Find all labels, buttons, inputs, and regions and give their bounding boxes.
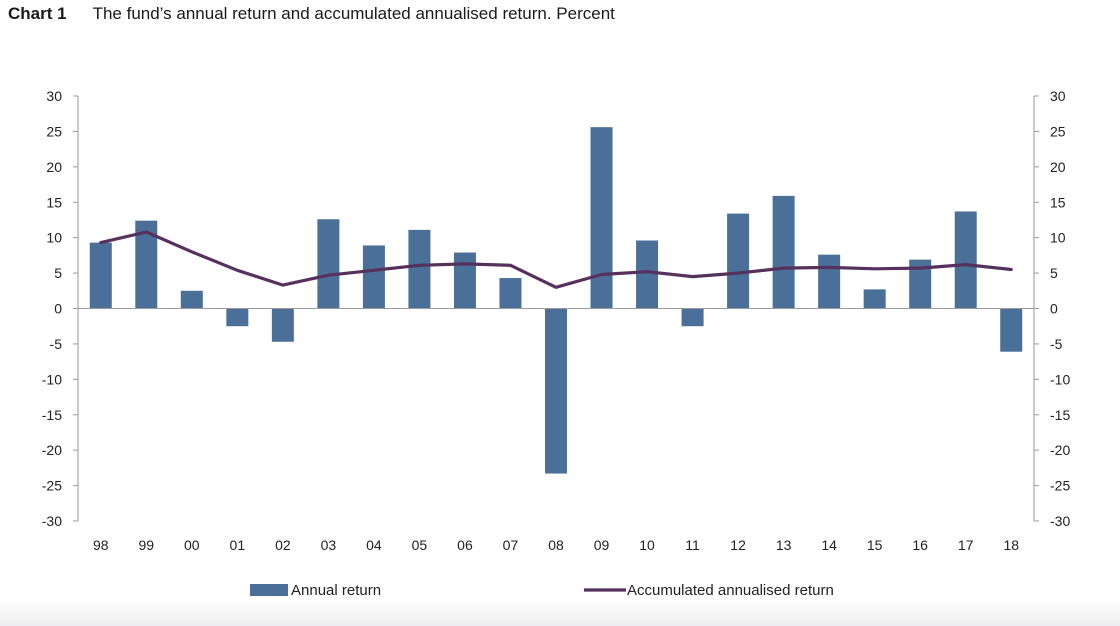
x-tick-label: 12: [730, 537, 746, 553]
x-tick-label: 05: [412, 537, 428, 553]
bar-annual-return: [772, 195, 795, 309]
bar-annual-return: [545, 308, 567, 474]
chart-title: The fund’s annual return and accumulated…: [92, 4, 615, 23]
bar-annual-return: [909, 259, 932, 309]
chart-number: Chart 1: [8, 4, 67, 23]
x-tick-label: 10: [639, 537, 655, 553]
y-tick-label-right: 0: [1050, 301, 1058, 317]
chart-header: Chart 1 The fund’s annual return and accu…: [8, 4, 615, 24]
y-tick-label-right: -15: [1050, 407, 1070, 423]
y-tick-label-left: -30: [42, 513, 62, 529]
y-tick-label-left: -10: [42, 371, 62, 387]
x-tick-label: 99: [138, 537, 154, 553]
bar-annual-return: [1000, 308, 1023, 352]
bar-annual-return: [954, 211, 977, 309]
y-tick-label-right: 10: [1050, 230, 1066, 246]
x-tick-label: 00: [184, 537, 200, 553]
y-tick-label-right: 30: [1050, 88, 1066, 104]
y-tick-label-left: 20: [46, 159, 62, 175]
x-tick-label: 16: [912, 537, 928, 553]
bar-annual-return: [180, 290, 203, 309]
bar-annual-return: [636, 240, 659, 309]
bar-annual-return: [226, 308, 249, 327]
x-tick-label: 08: [548, 537, 564, 553]
x-tick-label: 17: [958, 537, 974, 553]
bar-annual-return: [499, 278, 522, 309]
bar-annual-return: [317, 219, 340, 309]
bar-annual-return: [863, 289, 886, 309]
bar-annual-return: [727, 213, 750, 309]
x-tick-label: 04: [366, 537, 382, 553]
x-tick-label: 18: [1003, 537, 1019, 553]
line-series: [99, 230, 1013, 289]
bar-annual-return: [590, 127, 613, 309]
y-tick-label-right: -30: [1050, 513, 1070, 529]
y-tick-label-right: -5: [1050, 336, 1063, 352]
bar-annual-return: [408, 229, 431, 309]
y-tick-label-left: 0: [54, 301, 62, 317]
x-tick-label: 01: [230, 537, 246, 553]
bar-annual-return: [453, 252, 476, 309]
y-tick-label-left: 25: [46, 123, 62, 139]
bar-annual-return: [681, 308, 704, 327]
x-tick-label: 03: [321, 537, 337, 553]
bar-annual-return: [362, 245, 385, 309]
legend-label-accumulated-return: Accumulated annualised return: [627, 582, 834, 599]
y-tick-label-right: 5: [1050, 265, 1058, 281]
y-tick-label-right: 20: [1050, 159, 1066, 175]
bar-annual-return: [135, 220, 158, 309]
bottom-shadow: [0, 600, 1120, 626]
y-tick-label-left: 5: [54, 265, 62, 281]
legend-label-annual-return: Annual return: [291, 582, 381, 599]
x-tick-label: 09: [594, 537, 610, 553]
y-tick-label-left: -25: [42, 478, 62, 494]
y-tick-label-left: -5: [50, 336, 63, 352]
y-tick-label-left: -20: [42, 442, 62, 458]
legend: Annual return Accumulated annualised retu…: [250, 582, 834, 599]
y-tick-label-right: -20: [1050, 442, 1070, 458]
y-tick-label-right: -10: [1050, 371, 1070, 387]
x-tick-label: 02: [275, 537, 291, 553]
y-tick-label-right: 25: [1050, 123, 1066, 139]
x-tick-label: 15: [867, 537, 883, 553]
legend-swatch-annual-return: [250, 584, 288, 596]
x-tick-label: 07: [503, 537, 519, 553]
bar-annual-return: [818, 254, 841, 309]
x-tick-label: 11: [685, 537, 700, 553]
y-tick-label-left: 15: [46, 194, 62, 210]
y-tick-label-right: 15: [1050, 194, 1066, 210]
bar-annual-return: [271, 308, 294, 342]
x-tick-label: 98: [93, 537, 109, 553]
y-tick-label-left: 10: [46, 230, 62, 246]
bar-series: [89, 127, 1023, 474]
line-accumulated-return: [99, 230, 1013, 289]
x-tick-label: 13: [776, 537, 792, 553]
y-tick-label-left: -15: [42, 407, 62, 423]
bar-annual-return: [89, 242, 112, 309]
x-tick-label: 06: [457, 537, 473, 553]
y-tick-label-right: -25: [1050, 478, 1070, 494]
y-tick-label-left: 30: [46, 88, 62, 104]
x-tick-label: 14: [821, 537, 837, 553]
